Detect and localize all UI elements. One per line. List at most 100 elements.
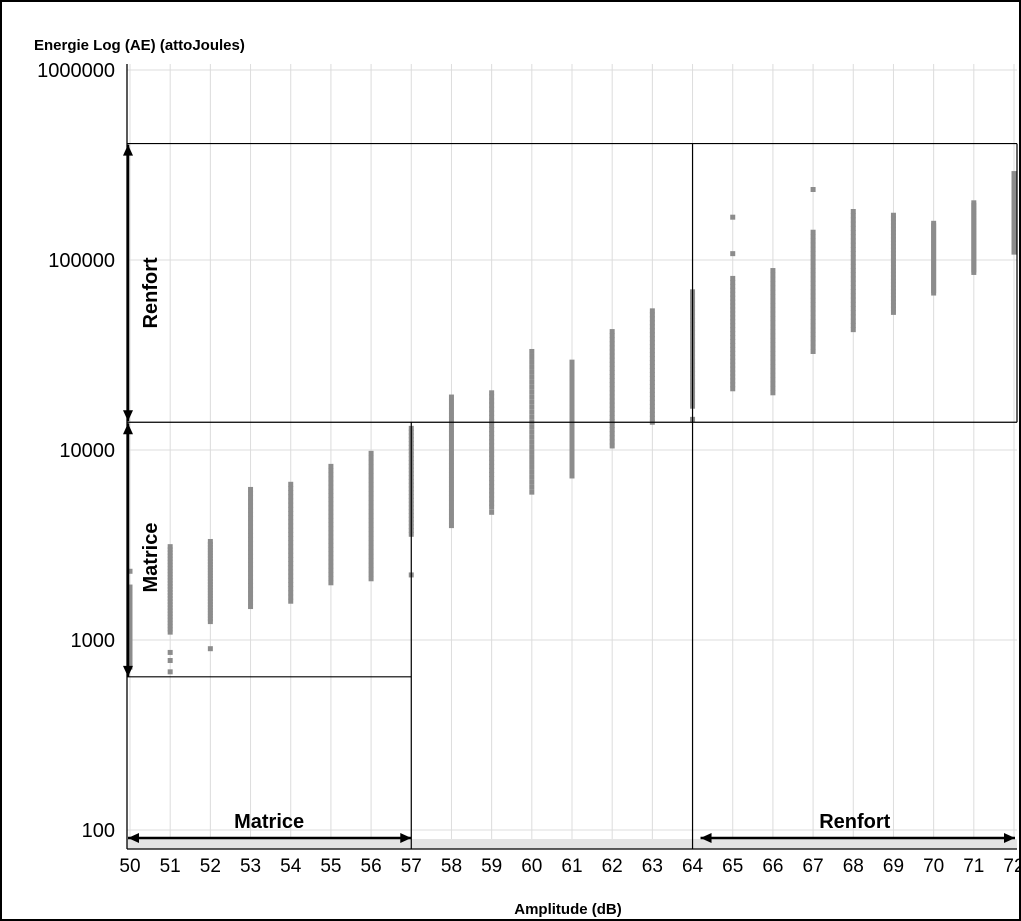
data-point: [649, 391, 655, 397]
matrice-amplitude-arrow: [128, 833, 412, 843]
data-point: [489, 484, 495, 490]
data-point: [167, 559, 173, 565]
data-point: [207, 556, 213, 562]
data-point: [770, 368, 776, 374]
x-tick-label-62: 62: [602, 856, 623, 877]
data-point: [529, 414, 535, 420]
data-point: [609, 427, 615, 433]
data-point: [489, 455, 495, 461]
data-point: [207, 567, 213, 573]
data-point: [730, 327, 736, 333]
point-column-53: [248, 486, 254, 610]
data-point: [810, 344, 816, 350]
data-point: [127, 587, 133, 593]
data-point: [569, 432, 575, 438]
data-point: [609, 333, 615, 339]
data-point: [810, 340, 816, 346]
data-point: [730, 366, 736, 372]
data-point: [167, 565, 173, 571]
data-point: [890, 289, 896, 295]
data-point: [569, 379, 575, 385]
data-point: [328, 555, 334, 561]
point-column-58: [448, 394, 454, 529]
data-point-outlier: [127, 568, 133, 574]
tick-labels: 50 51 52 53 54 55 56 57 58 59 60 61 62 63 64 65 66 67 68 69…: [37, 60, 1019, 877]
data-point: [288, 527, 294, 533]
data-point: [850, 306, 856, 312]
data-point: [328, 551, 334, 557]
data-point: [730, 315, 736, 321]
data-point: [288, 548, 294, 554]
x-tick-label-52: 52: [200, 856, 221, 877]
point-column-63: [649, 308, 655, 425]
data-point: [770, 355, 776, 361]
data-point: [609, 345, 615, 351]
data-point: [448, 440, 454, 446]
data-point: [850, 268, 856, 274]
data-point: [288, 506, 294, 512]
data-point: [649, 379, 655, 385]
data-point: [448, 472, 454, 478]
data-point-outlier: [207, 646, 213, 652]
x-tick-label-63: 63: [642, 856, 663, 877]
data-point: [569, 436, 575, 442]
data-point: [489, 467, 495, 473]
data-point: [1011, 229, 1017, 235]
data-point: [127, 624, 133, 630]
data-point: [649, 364, 655, 370]
x-tick-label-67: 67: [803, 856, 824, 877]
data-point: [328, 472, 334, 478]
data-point: [368, 509, 374, 515]
data-point: [207, 604, 213, 610]
data-point: [569, 388, 575, 394]
data-point: [850, 221, 856, 227]
data-point: [368, 464, 374, 470]
data-point: [649, 356, 655, 362]
data-point: [770, 281, 776, 287]
data-point: [810, 331, 816, 337]
data-point: [569, 396, 575, 402]
point-column-70: [931, 220, 937, 296]
data-point: [529, 459, 535, 465]
data-point: [569, 428, 575, 434]
data-point: [328, 480, 334, 486]
data-point: [489, 431, 495, 437]
data-point: [569, 473, 575, 479]
data-point: [730, 319, 736, 325]
data-point: [730, 331, 736, 337]
data-point: [810, 251, 816, 257]
data-point: [770, 377, 776, 383]
x-tick-label-55: 55: [320, 856, 341, 877]
data-point: [609, 353, 615, 359]
data-point: [328, 542, 334, 548]
data-point: [569, 453, 575, 459]
x-tick-label-61: 61: [561, 856, 582, 877]
data-point: [850, 246, 856, 252]
data-point: [1011, 210, 1017, 216]
renfort-amplitude-arrow-head-end: [1004, 833, 1015, 843]
data-point: [167, 562, 173, 568]
data-point: [127, 613, 133, 619]
data-point: [368, 553, 374, 559]
data-point: [127, 658, 133, 664]
data-point: [368, 544, 374, 550]
data-point: [1011, 249, 1017, 255]
data-point: [810, 246, 816, 252]
data-point: [770, 285, 776, 291]
data-point: [770, 364, 776, 370]
data-point: [127, 633, 133, 639]
data-point: [448, 468, 454, 474]
data-point: [810, 233, 816, 239]
data-point: [890, 233, 896, 239]
data-point: [207, 613, 213, 619]
data-point: [448, 431, 454, 437]
data-point: [810, 348, 816, 354]
data-point: [569, 445, 575, 451]
data-point: [368, 468, 374, 474]
data-point: [810, 259, 816, 265]
data-point: [288, 561, 294, 567]
matrice-energy-arrow: [123, 423, 133, 677]
data-point: [328, 530, 334, 536]
data-point: [248, 524, 254, 530]
